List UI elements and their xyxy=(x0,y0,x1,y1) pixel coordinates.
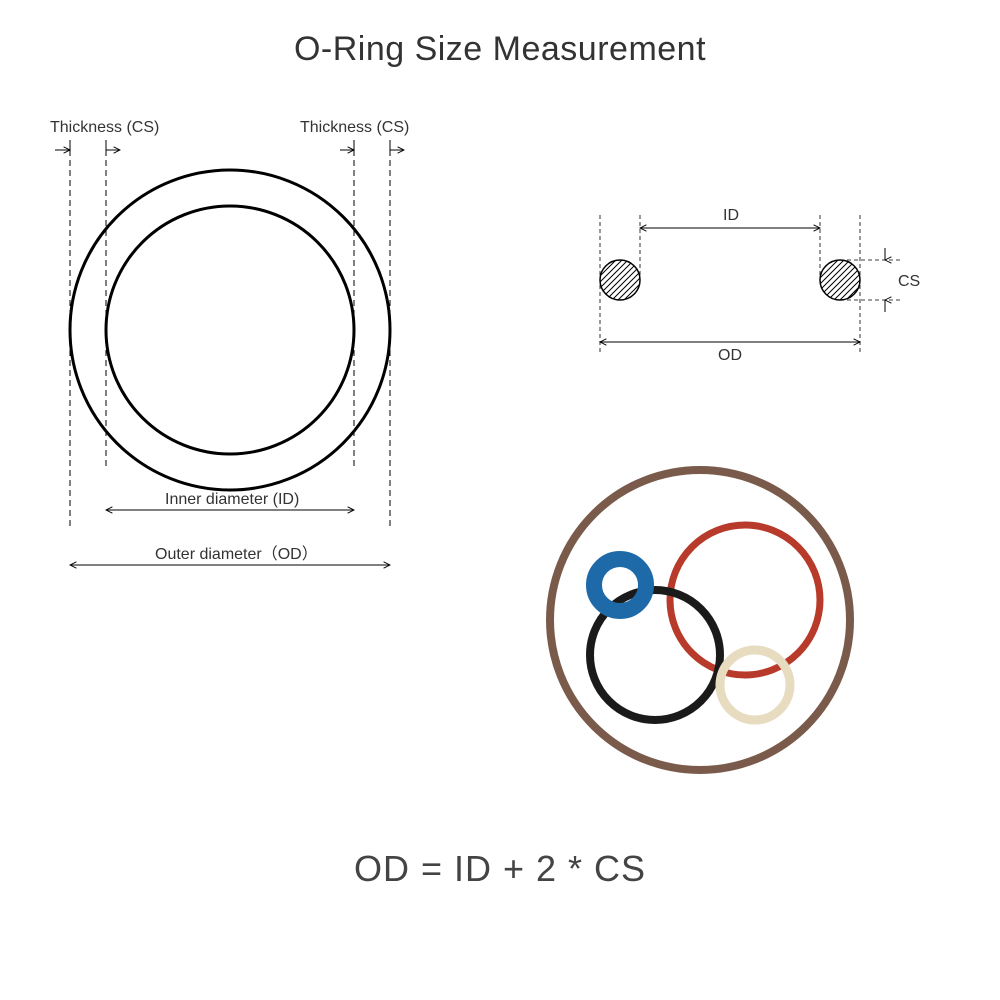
inner-diameter-label: Inner diameter (ID) xyxy=(165,491,299,508)
outer-circle xyxy=(70,170,390,490)
inner-circle xyxy=(106,206,354,454)
outer-diameter-label: Outer diameter（OD） xyxy=(155,545,318,563)
thickness-right-label: Thickness (CS) xyxy=(300,119,409,136)
cs-short-label: CS xyxy=(898,273,920,290)
cross-section-diagram: ID OD CS xyxy=(540,180,960,390)
formula: OD = ID + 2 * CS xyxy=(0,848,1000,890)
product-photo xyxy=(500,460,900,790)
ring-diagram: Thickness (CS) Thickness (CS) Inner diam… xyxy=(0,0,470,610)
id-short-label: ID xyxy=(723,207,739,224)
od-short-label: OD xyxy=(718,347,742,364)
product-ring xyxy=(720,650,790,720)
product-ring xyxy=(594,559,646,611)
cs-circle-left xyxy=(600,260,640,300)
product-ring xyxy=(550,470,850,770)
thickness-left-label: Thickness (CS) xyxy=(50,119,159,136)
cs-circle-right xyxy=(820,260,860,300)
